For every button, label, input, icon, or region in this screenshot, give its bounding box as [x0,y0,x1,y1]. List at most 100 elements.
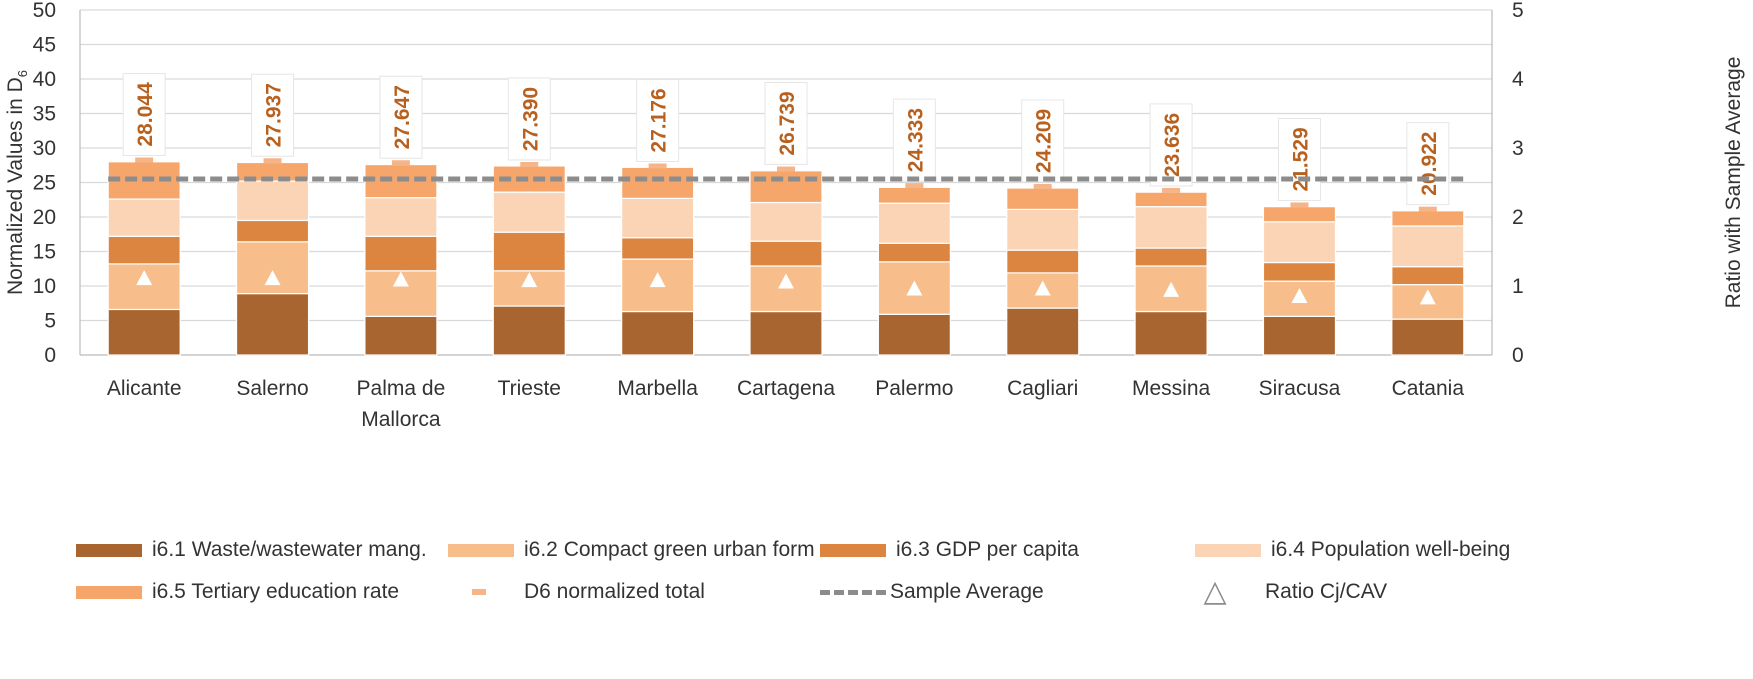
y-axis-title: Normalized Values in D6 [4,70,30,295]
total-marker [777,166,795,172]
total-label-box [379,75,423,159]
total-value-label: 27.937 [263,83,286,147]
bar-segment-1 [1006,307,1080,356]
legend-label-ratio: Ratio Cj/CAV [1265,580,1388,603]
ratio-marker [906,280,923,296]
y-tick-label: 30 [33,137,56,160]
legend-label-d6-total: D6 normalized total [524,580,705,603]
x-tick-label: Cagliari [1007,377,1078,400]
bar-segment-2 [749,265,823,313]
total-marker [263,158,282,164]
legend-label-sample-average: Sample Average [890,580,1044,603]
total-label-box [1149,103,1193,187]
y2-tick-label: 1 [1512,275,1524,298]
y-tick-label: 15 [33,241,56,264]
total-value-label: 27.647 [391,85,414,149]
bar-segment-1 [621,310,695,356]
total-value-label: 27.176 [648,88,671,152]
total-marker [1418,206,1437,212]
total-label-box [892,98,936,182]
legend-item-tertiary: i6.5 Tertiary education rate [76,577,399,607]
legend-item-ratio: △ Ratio Cj/CAV [1195,577,1387,607]
bar-segment-5 [621,166,695,199]
total-marker [1290,202,1309,208]
total-value-label: 23.636 [1161,113,1184,177]
y2-tick-label: 3 [1512,137,1524,160]
total-label-box [122,72,166,156]
y-tick-label: 50 [33,0,56,22]
legend-swatch-tertiary [76,585,142,599]
x-tick-label: Salerno [236,377,308,400]
x-tick-label: Cartagena [737,377,835,400]
y-tick-label: 40 [33,68,56,91]
total-value-label: 27.390 [519,87,542,151]
x-tick-label: Trieste [498,377,561,400]
total-label-box [251,73,295,157]
total-marker [648,163,667,169]
y-tick-label: 35 [33,103,56,126]
legend-item-gdp: i6.3 GDP per capita [820,535,1079,565]
ratio-marker [649,272,666,288]
ratio-marker [264,270,281,286]
ratio-marker [1419,289,1436,305]
ratio-marker [136,270,153,286]
ratio-marker [1291,288,1308,304]
legend-dash-sample-average [820,589,886,595]
legend-label-tertiary: i6.5 Tertiary education rate [152,580,400,603]
total-value-label: 24.333 [904,108,927,172]
total-marker [520,162,539,168]
total-label-box [1406,122,1450,206]
total-marker [135,157,154,163]
bar-segment-2 [877,261,951,315]
ratio-marker [778,273,794,289]
x-tick-label: Siracusa [1259,377,1341,400]
x-tick-label: Alicante [107,377,182,400]
y-tick-label: 20 [33,206,56,229]
total-label-box [507,77,551,161]
y2-tick-label: 5 [1512,0,1524,22]
bar-segment-4 [749,201,823,242]
total-value-label: 28.044 [134,82,157,147]
bar-segment-1 [1134,310,1208,356]
ratio-marker [1034,280,1051,296]
bar-segment-1 [107,308,181,356]
bar-segment-4 [1006,208,1080,251]
bar-segment-4 [1134,206,1208,249]
total-value-label: 24.209 [1033,109,1056,173]
legend-item-sample-average: Sample Average [820,577,1044,607]
total-marker [1162,187,1181,193]
bar-segment-4 [877,202,951,244]
legend-label-well-being: i6.4 Population well-being [1271,538,1511,561]
total-label-box [764,82,808,166]
y-tick-label: 25 [33,172,56,195]
x-tick-label: Marbella [617,377,698,400]
legend-item-waste: i6.1 Waste/wastewater mang. [76,535,427,565]
bar-segment-4 [492,191,566,233]
bar-segment-4 [107,198,181,237]
x-tick-label: Palermo [875,377,953,400]
total-marker [905,183,924,189]
x-tick-label: Mallorca [361,408,441,431]
total-marker [391,160,410,166]
bar-segment-1 [492,305,566,356]
x-tick-label: Palma de [357,377,446,400]
y-tick-label: 0 [44,344,56,367]
legend-swatch-waste [76,543,142,557]
bar-segment-3 [749,240,823,267]
legend-swatch-well-being [1195,543,1261,557]
legend-label-waste: i6.1 Waste/wastewater mang. [152,538,427,561]
legend-item-compact-green: i6.2 Compact green urban form [448,535,815,565]
y2-tick-label: 2 [1512,206,1524,229]
y-tick-label: 45 [33,34,56,57]
total-label-box [1277,117,1321,201]
legend-label-compact-green: i6.2 Compact green urban form [524,538,815,561]
x-tick-label: Catania [1392,377,1465,400]
y2-tick-label: 0 [1512,344,1524,367]
bar-segment-4 [621,197,695,239]
bar-segment-3 [492,231,566,272]
y-tick-label: 10 [33,275,56,298]
bar-segment-4 [1262,221,1337,264]
triangle-outline-icon: △ [1203,575,1227,608]
